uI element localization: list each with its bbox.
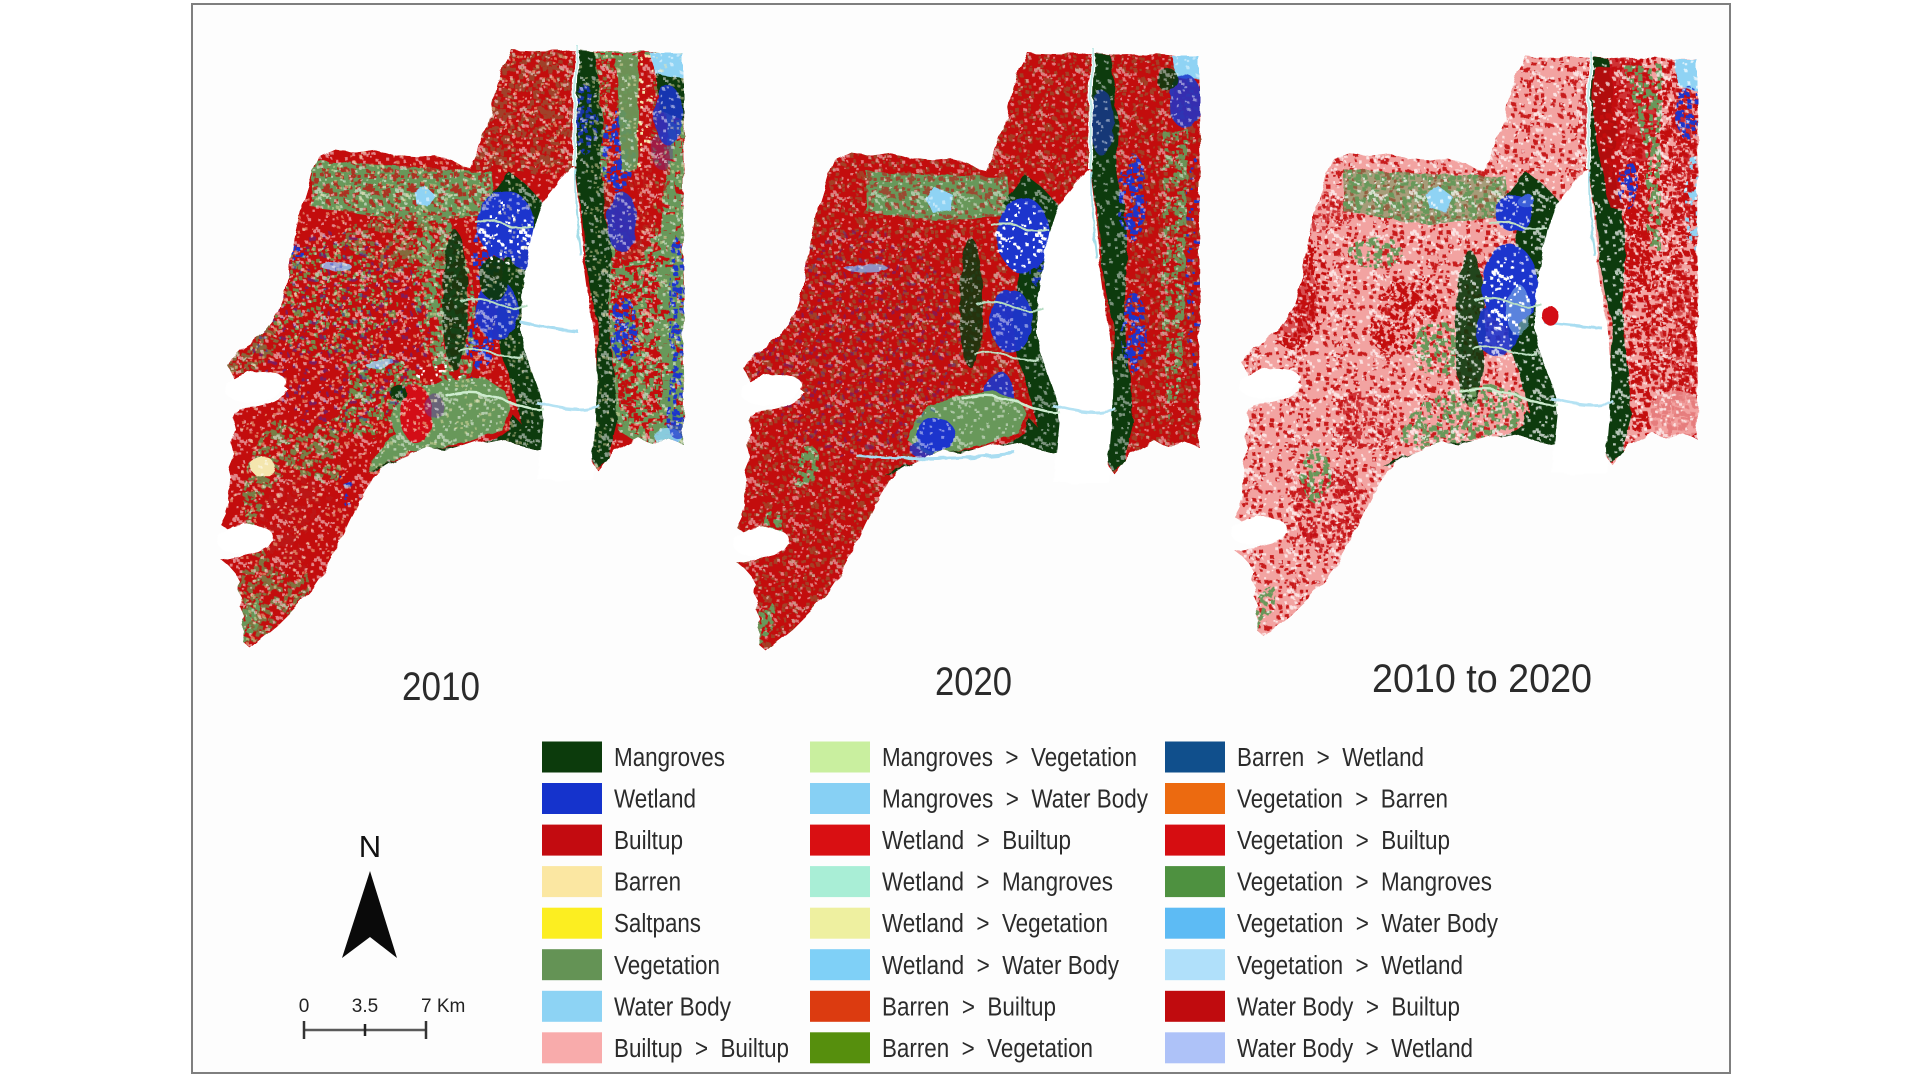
svg-text:Builtup > Builtup: Builtup > Builtup [614,1035,789,1063]
svg-text:7 Km: 7 Km [421,996,465,1017]
svg-text:Saltpans: Saltpans [614,910,701,938]
svg-text:Wetland > Mangroves: Wetland > Mangroves [882,869,1113,897]
svg-text:Mangroves: Mangroves [614,744,725,772]
svg-text:Vegetation > Mangroves: Vegetation > Mangroves [1237,869,1492,897]
svg-text:Builtup: Builtup [614,827,683,855]
svg-text:Barren > Vegetation: Barren > Vegetation [882,1035,1093,1063]
svg-text:Vegetation > Builtup: Vegetation > Builtup [1237,827,1450,855]
svg-text:Vegetation > Barren: Vegetation > Barren [1237,786,1448,814]
svg-text:Barren > Wetland: Barren > Wetland [1237,744,1424,772]
svg-text:Vegetation > Wetland: Vegetation > Wetland [1237,952,1463,980]
svg-text:Wetland > Builtup: Wetland > Builtup [882,827,1071,855]
svg-text:Vegetation > Water Body: Vegetation > Water Body [1237,910,1498,938]
svg-text:Barren: Barren [614,869,681,897]
svg-text:3.5: 3.5 [352,996,378,1017]
svg-text:Wetland > Vegetation: Wetland > Vegetation [882,910,1108,938]
svg-text:2020: 2020 [935,660,1012,704]
svg-text:Barren > Builtup: Barren > Builtup [882,993,1056,1021]
svg-text:N: N [359,829,381,864]
svg-text:Vegetation: Vegetation [614,952,720,980]
svg-text:Water Body > Builtup: Water Body > Builtup [1237,993,1460,1021]
svg-text:Wetland > Water Body: Wetland > Water Body [882,952,1119,980]
svg-text:0: 0 [299,996,310,1017]
svg-text:Water Body > Wetland: Water Body > Wetland [1237,1035,1473,1063]
svg-text:2010 to 2020: 2010 to 2020 [1372,657,1592,701]
svg-text:Water Body: Water Body [614,993,731,1021]
svg-text:Mangroves > Vegetation: Mangroves > Vegetation [882,744,1137,772]
svg-text:2010: 2010 [402,665,480,709]
svg-text:Wetland: Wetland [614,786,696,814]
svg-text:Mangroves > Water Body: Mangroves > Water Body [882,786,1148,814]
